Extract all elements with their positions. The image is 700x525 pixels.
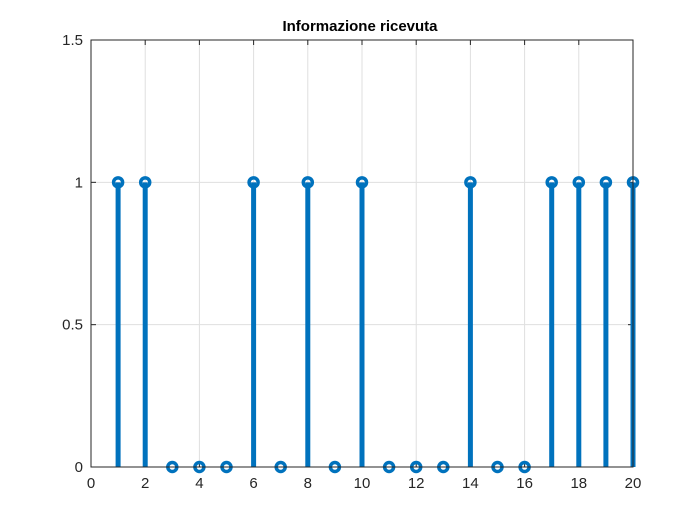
stem-marker: [301, 176, 315, 189]
x-tick-label: 2: [141, 475, 149, 492]
x-tick-label: 8: [304, 475, 312, 492]
stem-marker: [138, 176, 152, 189]
stem-marker: [247, 176, 260, 189]
chart-title: Informazione ricevuta: [282, 18, 438, 35]
y-tick-label: 1: [75, 174, 83, 191]
x-tick-label: 12: [408, 475, 425, 492]
x-tick-label: 6: [249, 475, 257, 492]
stem-marker: [599, 176, 613, 189]
x-tick-label: 16: [516, 475, 533, 492]
y-tick-label: 0: [75, 459, 83, 476]
stem-marker: [545, 176, 558, 189]
y-tick-label: 0.5: [62, 317, 83, 334]
stem-marker: [572, 176, 586, 189]
stem-marker: [464, 176, 477, 189]
x-tick-label: 18: [570, 475, 587, 492]
stem-marker: [111, 176, 125, 189]
x-tick-label: 10: [354, 475, 371, 492]
x-tick-label: 14: [462, 475, 479, 492]
axes-frame: [90, 39, 634, 468]
stem-marker: [355, 176, 369, 189]
y-tick-label: 1.5: [62, 32, 83, 49]
tick-labels: 0 2 4 6 8 10 12 14 16 18 20 0 0.5 1 1.5: [62, 32, 641, 492]
x-tick-label: 20: [625, 475, 642, 492]
x-tick-label: 4: [195, 475, 203, 492]
x-tick-label: 0: [87, 475, 95, 492]
